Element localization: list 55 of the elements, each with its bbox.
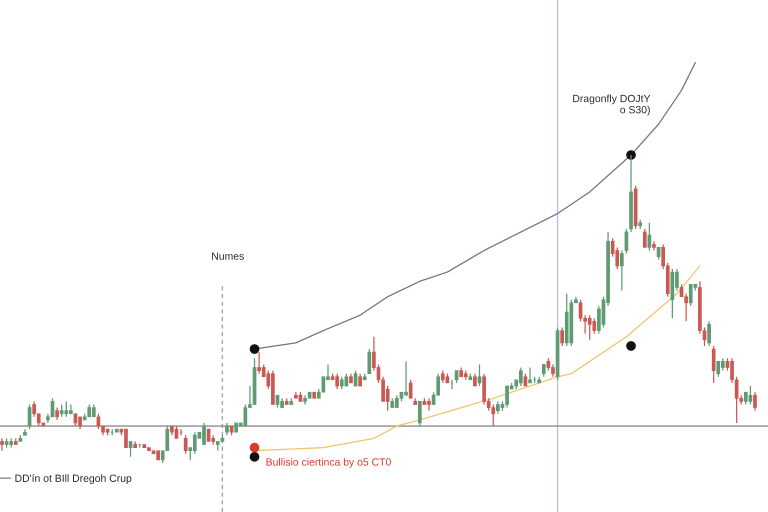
candlestick	[64, 400, 68, 418]
candlestick	[592, 318, 596, 334]
candlestick	[128, 440, 132, 458]
point	[626, 150, 636, 160]
candlestick	[478, 364, 482, 387]
candlestick	[408, 379, 412, 399]
candlestick	[440, 370, 445, 384]
candlestick	[560, 326, 564, 347]
candlestick	[588, 314, 592, 340]
candlestick	[60, 404, 64, 418]
point	[250, 442, 260, 452]
candlestick	[390, 398, 394, 408]
candlestick	[652, 240, 656, 252]
candlestick	[464, 370, 468, 380]
candlestick	[688, 284, 693, 307]
candlestick	[367, 348, 372, 374]
candlestick	[234, 422, 238, 433]
candlestick	[216, 440, 220, 452]
candlestick	[712, 345, 716, 384]
candlestick	[87, 404, 92, 418]
candlestick	[642, 228, 647, 248]
candlestick	[454, 370, 458, 384]
candlestick	[518, 366, 523, 387]
candlestick	[624, 228, 628, 254]
candlestick	[753, 392, 757, 412]
candlestick	[225, 422, 229, 436]
candlestick	[491, 404, 496, 427]
candlestick	[524, 373, 528, 387]
series-label: Bullisio ciertinca by o5 CT0	[266, 458, 391, 468]
candlestick	[528, 366, 532, 384]
candlestick	[92, 404, 96, 418]
candlestick	[707, 320, 711, 347]
candlestick	[473, 373, 477, 387]
candlestick	[542, 364, 546, 378]
candlestick	[349, 373, 353, 384]
candlestick	[354, 370, 358, 387]
candlestick	[340, 376, 344, 390]
point	[250, 344, 260, 354]
candlestick	[28, 404, 32, 430]
candlestick	[418, 400, 422, 427]
candlestick	[648, 222, 652, 252]
legend-label: DD'ín ot BIll Dregoh Crup	[15, 474, 132, 484]
candlestick	[620, 250, 624, 292]
candlestick	[184, 434, 188, 454]
candlestick	[656, 246, 660, 260]
point	[250, 452, 260, 462]
candlestick	[358, 373, 362, 387]
candlestick	[0, 438, 4, 452]
candlestick	[716, 360, 720, 378]
point	[626, 341, 636, 351]
annotation: Numes	[212, 252, 244, 260]
candlestick	[230, 425, 234, 436]
text: Dragonfly DOJtY o S30)	[573, 94, 650, 116]
candlestick	[55, 406, 59, 421]
candlestick	[638, 219, 642, 230]
